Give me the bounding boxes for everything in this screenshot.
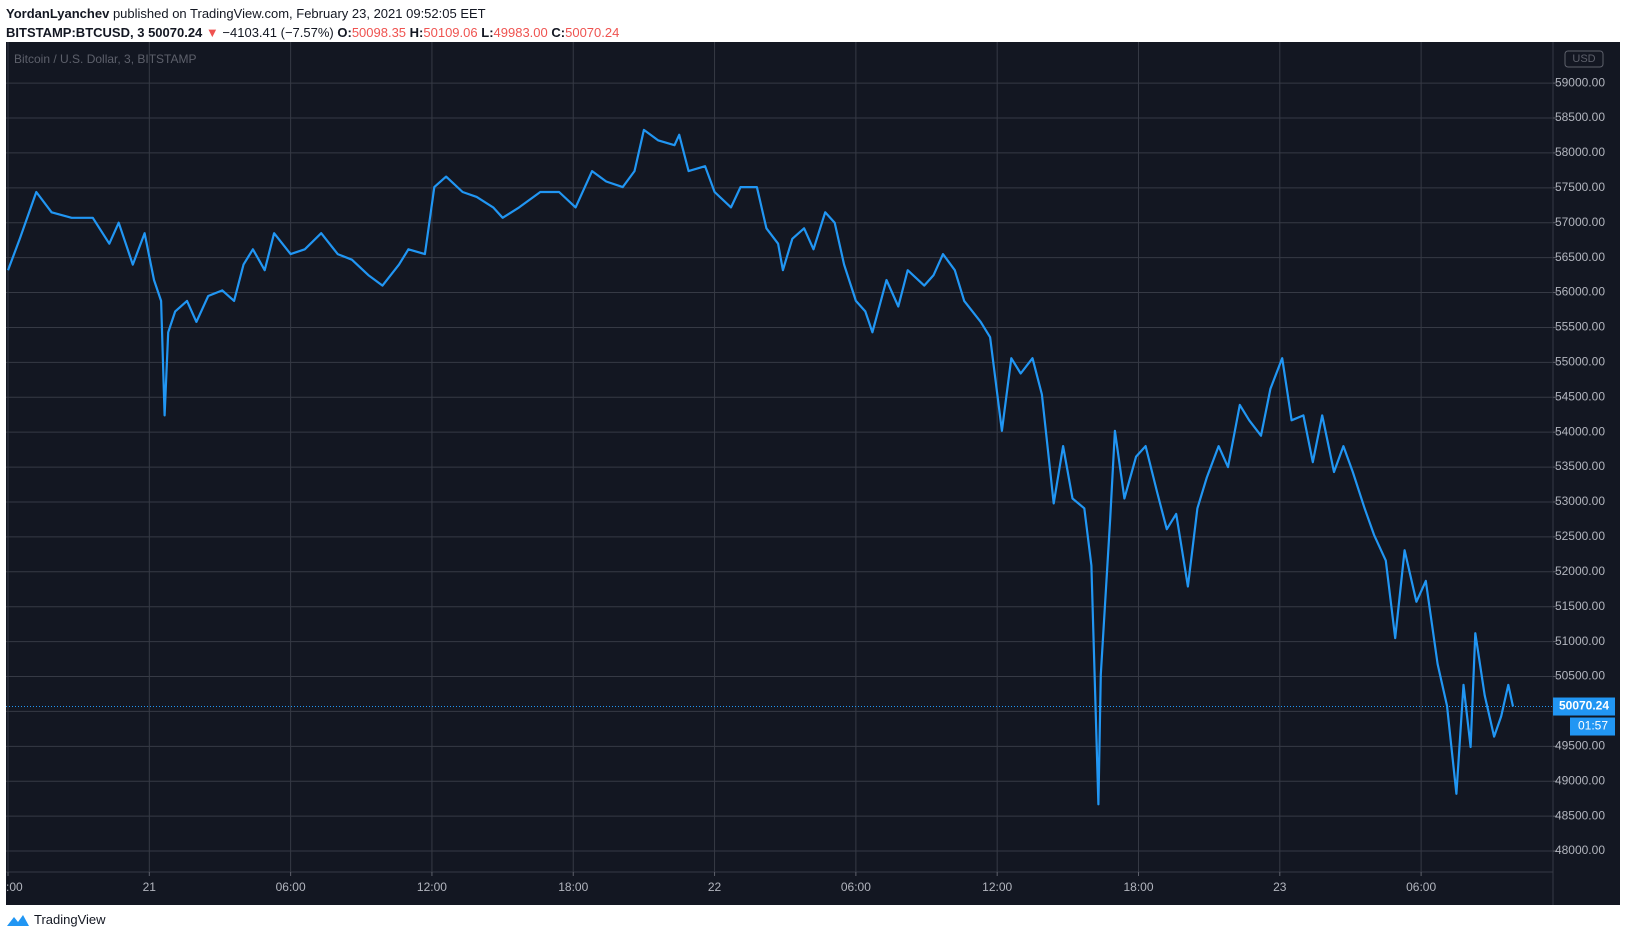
- y-tick-label: 49000.00: [1555, 773, 1605, 787]
- y-tick-label: 55500.00: [1555, 320, 1605, 334]
- header-line-1: YordanLyanchev published on TradingView.…: [6, 4, 619, 23]
- y-tick-label: 59000.00: [1555, 75, 1605, 89]
- logo: [7, 914, 29, 926]
- y-tick-label: 48500.00: [1555, 808, 1605, 822]
- x-tick-label: 21: [143, 880, 157, 894]
- y-tick-label: 53500.00: [1555, 459, 1605, 473]
- y-tick-label: 49500.00: [1555, 739, 1605, 753]
- l-label: L:: [481, 25, 494, 40]
- y-tick-label: 54500.00: [1555, 389, 1605, 403]
- high: 50109.06: [423, 25, 478, 40]
- chart-background: [6, 42, 1620, 905]
- arrow: ▼: [205, 25, 219, 40]
- y-tick-label: 54000.00: [1555, 424, 1605, 438]
- x-tick-label: 18:00: [558, 880, 588, 894]
- close: 50070.24: [565, 25, 620, 40]
- y-tick-label: 53000.00: [1555, 494, 1605, 508]
- x-tick-label: 23: [1273, 880, 1287, 894]
- y-tick-label: 52000.00: [1555, 564, 1605, 578]
- x-tick-label: 06:00: [1406, 880, 1436, 894]
- open: 50098.35: [351, 25, 407, 40]
- y-tick-label: 57000.00: [1555, 215, 1605, 229]
- y-tick-label: 51000.00: [1555, 634, 1605, 648]
- y-tick-label: 58000.00: [1555, 145, 1605, 159]
- y-tick-label: 50500.00: [1555, 669, 1605, 683]
- legend: Bitcoin / U.S. Dollar, 3, BITSTAMP: [14, 52, 197, 66]
- x-tick-label: 12:00: [417, 880, 447, 894]
- y-tick-label: 56500.00: [1555, 250, 1605, 264]
- countdown-tag: [1570, 717, 1615, 736]
- symbol: BITSTAMP:BTCUSD, 3: [6, 25, 145, 40]
- change: −4103.41 (−7.57%): [222, 25, 334, 40]
- y-tick-label: 51500.00: [1555, 599, 1605, 613]
- last-price-tag: [1553, 697, 1615, 716]
- y-tick-label: 57500.00: [1555, 180, 1605, 194]
- published: published on TradingView.com, February 2…: [112, 6, 486, 21]
- y-tick-label: 48000.00: [1555, 843, 1605, 857]
- x-tick-label: 06:00: [841, 880, 871, 894]
- last-price-label: 50070.24: [1559, 699, 1609, 713]
- price-line: [6, 128, 1515, 806]
- x-tick-label: 18:00: [1123, 880, 1153, 894]
- c-label: C:: [551, 25, 566, 40]
- y-tick-label: 52500.00: [1555, 529, 1605, 543]
- footer: TradingView: [6, 912, 106, 927]
- y-tick-label: 56000.00: [1555, 285, 1605, 299]
- x-tick-label: :00: [6, 880, 23, 894]
- header: YordanLyanchev published on TradingView.…: [6, 4, 619, 42]
- brand: TradingView: [34, 912, 106, 927]
- currency: USD: [1572, 53, 1595, 65]
- x-tick-label: 12:00: [982, 880, 1012, 894]
- y-tick-label: 58500.00: [1555, 110, 1605, 124]
- low: 49983.00: [493, 25, 548, 40]
- countdown-label: 01:57: [1578, 719, 1608, 733]
- header-line-2: BITSTAMP:BTCUSD, 3 50070.24 ▼ −4103.41 (…: [6, 23, 619, 42]
- author: YordanLyanchev: [6, 6, 110, 21]
- x-tick-label: 06:00: [276, 880, 306, 894]
- x-tick-label: 22: [708, 880, 722, 894]
- price: 50070.24: [148, 25, 203, 40]
- h-label: H:: [409, 25, 424, 40]
- y-tick-label: 55000.00: [1555, 355, 1605, 369]
- o-label: O:: [337, 25, 352, 40]
- currency-box: [1564, 50, 1604, 68]
